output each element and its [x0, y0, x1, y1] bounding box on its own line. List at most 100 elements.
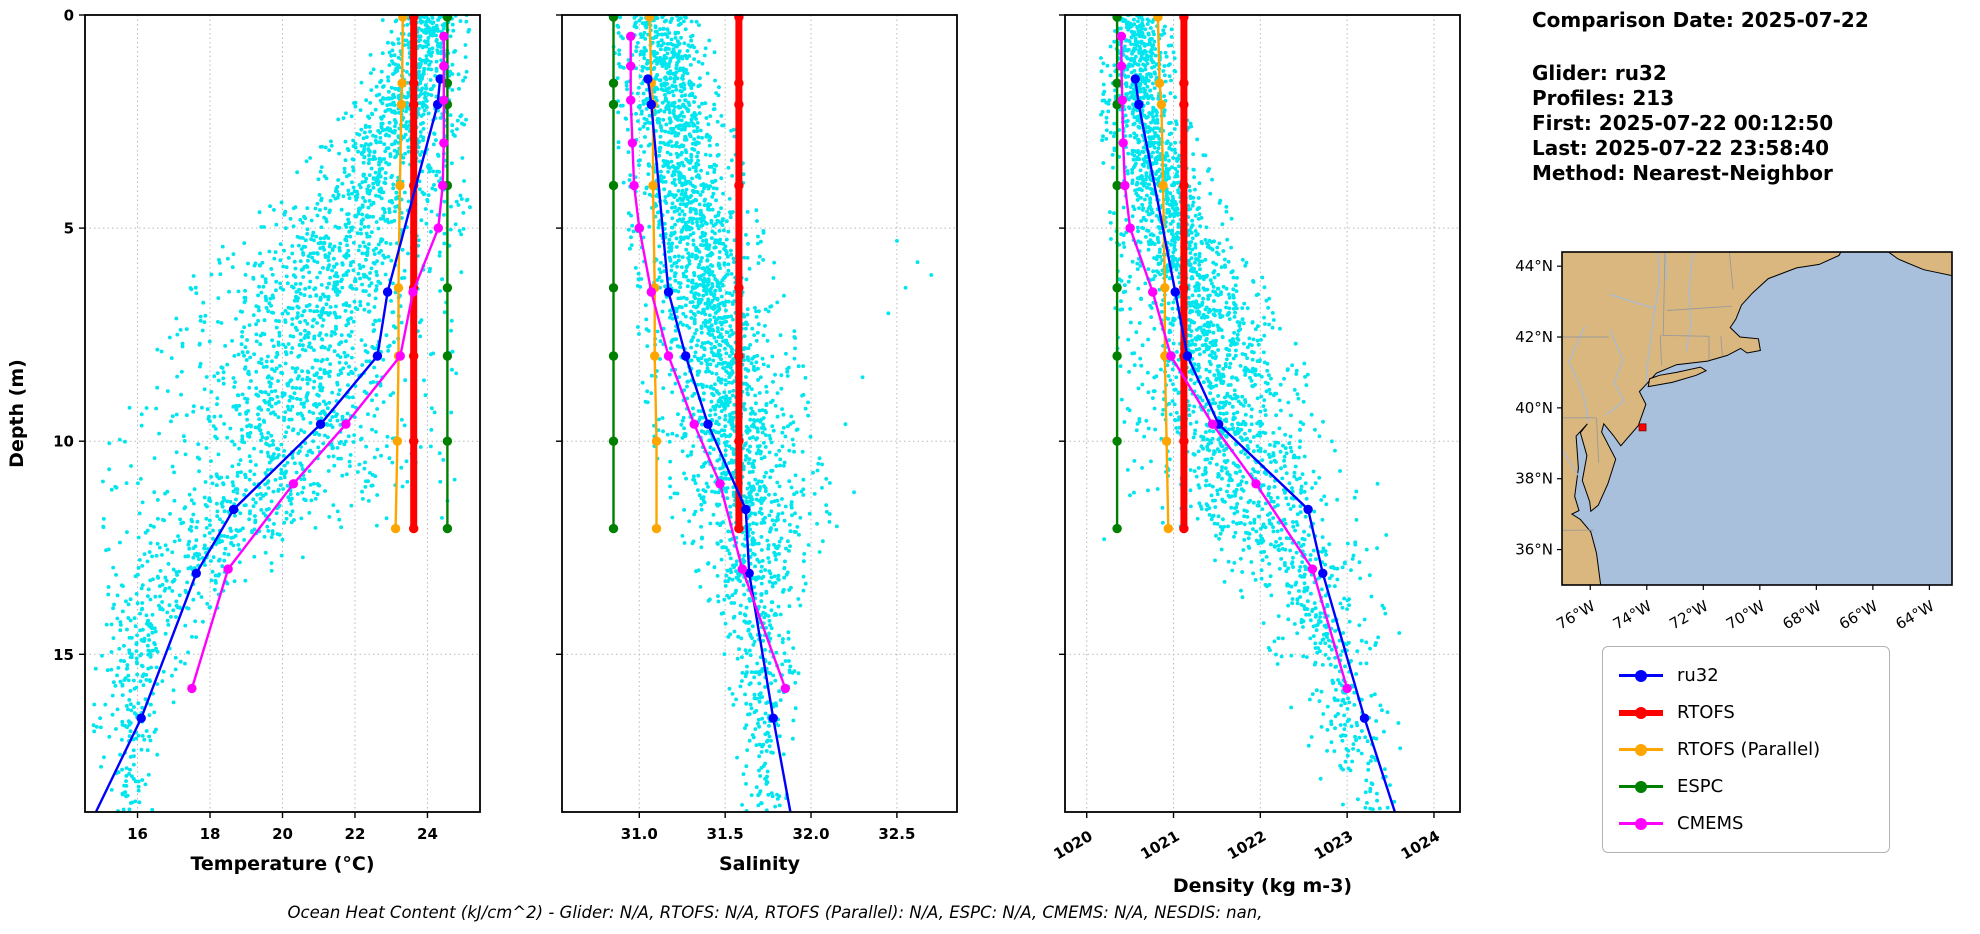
map-lat-tick-label: 36°N: [1515, 541, 1553, 559]
panel-density: 1020 1021 1022 1023 1024 Density (kg m-3): [1051, 14, 1461, 897]
x-tick-label: 32.0: [793, 825, 830, 843]
map-lon-tick-label: 68°W: [1779, 597, 1824, 633]
land-polygon: [1562, 252, 1842, 585]
land-polygon: [1647, 366, 1708, 388]
y-tick-label: 10: [53, 433, 74, 451]
series-espc: [608, 14, 619, 534]
map-lat-tick-label: 44°N: [1515, 257, 1553, 275]
legend-line-marker: [1619, 817, 1663, 831]
legend-label: RTOFS (Parallel): [1677, 739, 1821, 760]
x-tick-label: 1024: [1398, 827, 1443, 863]
series-cmems: [626, 31, 790, 694]
y-tick-label: 15: [53, 646, 74, 664]
glider-scatter-points: [607, 14, 934, 813]
legend-label: RTOFS: [1677, 702, 1735, 723]
panel-salinity: 31.0 31.5 32.0 32.5 Salinity: [556, 14, 958, 875]
river-line: [1562, 448, 1581, 480]
land-polygon: [1887, 252, 1952, 277]
comparison-date: Comparison Date: 2025-07-22: [1532, 8, 1869, 32]
map-lon-tick-label: 72°W: [1666, 597, 1711, 633]
legend-line-marker: [1619, 706, 1663, 720]
state-border-line: [1661, 334, 1710, 337]
info-line-first: First: 2025-07-22 00:12:50: [1532, 111, 1834, 135]
map-lon-tick-label: 76°W: [1553, 597, 1598, 633]
legend-item-cmems: CMEMS: [1619, 805, 1889, 842]
series-ru32: [94, 74, 445, 813]
x-tick-label: 1023: [1311, 827, 1356, 863]
x-tick-label: 1020: [1051, 827, 1096, 863]
map-lat-tick-label: 38°N: [1515, 470, 1553, 488]
x-axis-label-salinity: Salinity: [719, 853, 801, 875]
legend-item-rtofs-parallel-: RTOFS (Parallel): [1619, 731, 1889, 768]
map-lon-tick-label: 70°W: [1723, 597, 1768, 633]
map-lon-tick-label: 74°W: [1610, 597, 1655, 633]
state-border-line: [1596, 417, 1600, 463]
y-tick-label: 0: [64, 7, 74, 25]
map-lon-tick-label: 64°W: [1893, 597, 1938, 633]
info-line-last: Last: 2025-07-22 23:58:40: [1532, 136, 1830, 160]
x-tick-label: 16: [127, 825, 148, 843]
legend-item-ru32: ru32: [1619, 657, 1889, 694]
state-border-line: [1720, 336, 1723, 357]
legend-label: ru32: [1677, 665, 1719, 686]
x-tick-label: 1022: [1224, 827, 1269, 863]
legend-item-rtofs: RTOFS: [1619, 694, 1889, 731]
axis-ticks: 16 18 20 22 24 0 5 10 15: [53, 7, 438, 844]
legend-line-marker: [1619, 780, 1663, 794]
river-line: [1664, 252, 1668, 281]
state-border-line: [1662, 252, 1666, 336]
info-line-method: Method: Nearest-Neighbor: [1532, 161, 1833, 185]
series-cmems: [1116, 31, 1352, 694]
info-panel: Comparison Date: 2025-07-22 Glider: ru32…: [1532, 8, 1869, 186]
series-rtofs: [409, 14, 419, 534]
map-inset: 44°N 42°N 40°N 38°N 36°N 76°W 74°W 72°W 70°W 68°W…: [1515, 251, 1953, 633]
series-rtofs: [734, 14, 744, 534]
map: 44°N 42°N 40°N 38°N 36°N 76°W 74°W 72°W 70°W 68°W…: [1515, 251, 1953, 633]
legend-item-espc: ESPC: [1619, 768, 1889, 805]
river-line: [1568, 326, 1590, 423]
info-line-glider: Glider: ru32: [1532, 61, 1667, 85]
state-border-line: [1667, 305, 1732, 311]
info-lines: Glider: ru32 Profiles: 213 First: 2025-0…: [1532, 61, 1869, 186]
river-line: [1685, 252, 1694, 352]
series-cmems: [187, 31, 449, 694]
info-line-profiles: Profiles: 213: [1532, 86, 1675, 110]
glider-position-marker: [1638, 423, 1647, 432]
x-tick-label: 20: [272, 825, 293, 843]
y-axis-label: Depth (m): [6, 359, 28, 468]
ocean-heat-content-footer: Ocean Heat Content (kJ/cm^2) - Glider: N…: [287, 903, 1263, 922]
river-line: [1609, 293, 1656, 310]
series-espc: [442, 14, 453, 534]
map-lat-tick-label: 42°N: [1515, 328, 1553, 346]
x-axis-label-density: Density (kg m-3): [1173, 875, 1352, 897]
state-border-line: [1659, 335, 1662, 366]
x-tick-label: 24: [417, 825, 438, 843]
x-tick-label: 31.5: [707, 825, 744, 843]
series-rtofs: [1179, 14, 1189, 534]
x-tick-label: 22: [345, 825, 366, 843]
x-axis-label-temperature: Temperature (°C): [190, 853, 374, 875]
map-frame: [1561, 251, 1953, 586]
y-tick-label: 5: [64, 220, 74, 238]
panel-frame: [561, 14, 958, 813]
x-tick-label: 1021: [1137, 827, 1182, 863]
map-lat-tick-label: 40°N: [1515, 399, 1553, 417]
series-ru32: [643, 74, 792, 813]
map-lon-tick-label: 66°W: [1836, 597, 1881, 633]
series-espc: [1112, 14, 1122, 534]
river-line: [1605, 329, 1625, 416]
x-tick-label: 18: [200, 825, 221, 843]
panel-temperature: 16 18 20 22 24 0 5 10 15 Temperature (°C) Depth (m…: [6, 7, 481, 875]
x-tick-label: 32.5: [878, 825, 915, 843]
map-geography: [1562, 252, 1952, 585]
x-tick-label: 31.0: [621, 825, 658, 843]
axis-ticks: 31.0 31.5 32.0 32.5: [556, 14, 915, 843]
legend: ru32 RTOFS RTOFS (Parallel) ESPC CMEMS: [1602, 646, 1890, 853]
legend-line-marker: [1619, 669, 1663, 683]
series-ru32: [1130, 74, 1397, 813]
legend-line-marker: [1619, 743, 1663, 757]
river-line: [1645, 252, 1661, 384]
panel-frame: [1064, 14, 1461, 813]
